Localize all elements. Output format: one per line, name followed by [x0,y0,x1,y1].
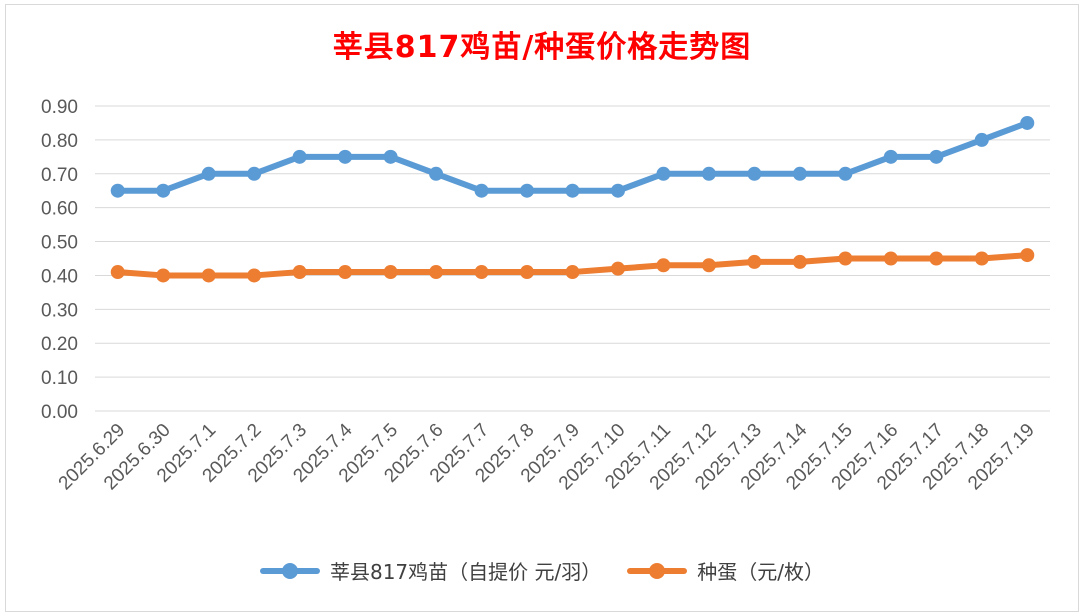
data-point [929,149,944,164]
data-point [520,265,535,280]
data-point [656,166,671,181]
chart-frame [5,4,1079,612]
data-point [383,265,398,280]
y-tick-label: 0.70 [41,165,78,186]
data-point [383,149,398,164]
data-point [201,268,216,283]
y-tick-label: 0.80 [41,131,78,152]
data-point [883,251,898,266]
data-point [474,265,489,280]
data-point [610,183,625,198]
y-tick-label: 0.10 [41,368,78,389]
y-tick-label: 0.50 [41,233,78,254]
data-point [929,251,944,266]
data-point [156,268,171,283]
data-point [429,265,444,280]
data-point [110,183,125,198]
legend-label-chick: 莘县817鸡苗（自提价 元/羽） [329,560,602,584]
data-point [338,149,353,164]
data-point [565,265,580,280]
data-point [747,166,762,181]
data-point [520,183,535,198]
data-point [974,251,989,266]
data-point [156,183,171,198]
legend: 莘县817鸡苗（自提价 元/羽） 种蛋（元/枚） [0,556,1084,585]
y-tick-label: 0.60 [41,199,78,220]
legend-swatch-egg [627,562,688,579]
data-point [1020,115,1035,130]
data-point [701,166,716,181]
legend-marker-chick [281,562,298,579]
y-tick-label: 0.30 [41,300,78,321]
data-point [838,251,853,266]
data-point [701,258,716,273]
data-point [792,166,807,181]
chart-title: 莘县817鸡苗/种蛋价格走势图 [332,30,752,65]
legend-item-chick: 莘县817鸡苗（自提价 元/羽） [259,556,602,585]
legend-marker-egg [649,562,666,579]
y-tick-label: 0.00 [41,402,78,423]
data-point [338,265,353,280]
legend-item-egg: 种蛋（元/枚） [627,556,824,585]
data-point [429,166,444,181]
legend-swatch-chick [259,562,320,579]
y-tick-label: 0.40 [41,266,78,287]
y-tick-label: 0.20 [41,334,78,355]
data-point [201,166,216,181]
data-point [110,265,125,280]
data-point [292,149,307,164]
data-point [883,149,898,164]
data-point [838,166,853,181]
data-point [292,265,307,280]
data-point [610,261,625,276]
data-point [1020,248,1035,263]
data-point [565,183,580,198]
y-tick-label: 0.90 [41,97,78,118]
data-point [247,268,262,283]
data-point [974,132,989,147]
data-point [656,258,671,273]
data-point [247,166,262,181]
data-point [747,254,762,269]
data-point [792,254,807,269]
data-point [474,183,489,198]
legend-label-egg: 种蛋（元/枚） [697,560,825,584]
